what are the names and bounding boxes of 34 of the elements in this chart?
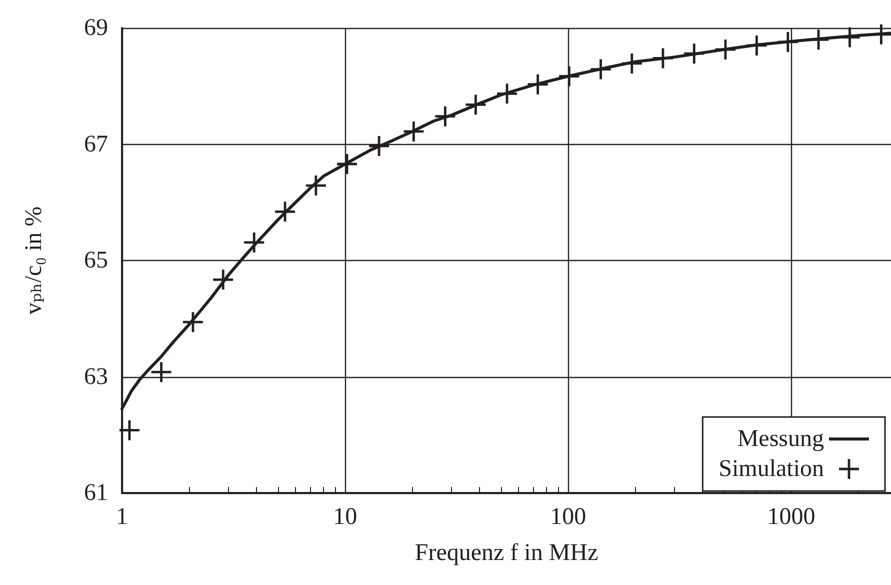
- point: [244, 232, 264, 252]
- y-tick-label: 63: [84, 364, 108, 390]
- x-tick-label: 10: [333, 504, 358, 530]
- point: [871, 24, 891, 44]
- y-tick-label: 69: [84, 15, 108, 41]
- point: [213, 270, 234, 290]
- y-axis-title: vₚₕ/c₀ in %: [21, 206, 47, 315]
- point: [652, 48, 673, 68]
- point: [151, 362, 172, 382]
- point: [590, 59, 611, 80]
- x-tick-label: 1: [116, 504, 128, 530]
- legend-label: Simulation: [718, 456, 824, 482]
- point: [715, 40, 736, 60]
- point: [182, 312, 203, 332]
- point: [275, 202, 296, 222]
- y-tick-label: 65: [84, 248, 108, 274]
- legend-label: Messung: [737, 426, 824, 452]
- y-tick-label: 61: [84, 480, 108, 506]
- x-axis-title: Frequenz f in MHz: [414, 540, 598, 566]
- point: [778, 32, 798, 52]
- x-tick-label: 100: [550, 504, 586, 530]
- point: [528, 74, 548, 94]
- point: [119, 420, 140, 440]
- point: [369, 136, 390, 156]
- y-tick-label: 67: [84, 131, 108, 158]
- x-tick-label: 1000: [767, 504, 816, 530]
- point: [684, 44, 704, 64]
- point: [559, 66, 580, 86]
- point: [497, 84, 518, 104]
- point: [622, 53, 642, 74]
- point: [746, 35, 767, 56]
- point: [808, 30, 829, 50]
- point: [840, 27, 860, 48]
- point: [466, 94, 486, 115]
